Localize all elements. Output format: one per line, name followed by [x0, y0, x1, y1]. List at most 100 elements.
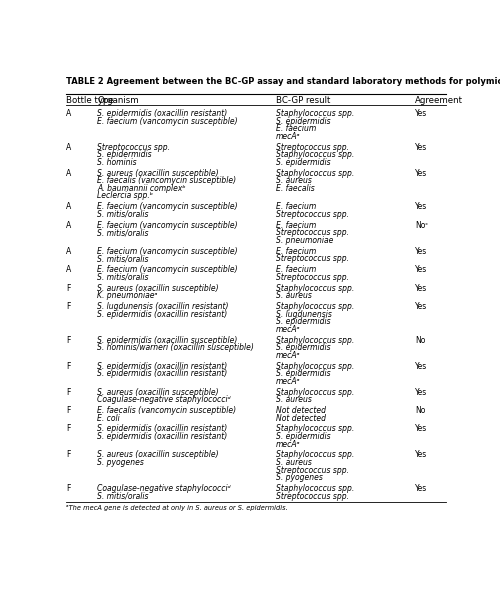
- Text: E. faecalis: E. faecalis: [276, 184, 314, 193]
- Text: No: No: [415, 406, 426, 415]
- Text: Yes: Yes: [415, 202, 428, 211]
- Text: S. mitis/oralis: S. mitis/oralis: [98, 228, 149, 237]
- Text: E. faecium (vancomycin susceptible): E. faecium (vancomycin susceptible): [98, 117, 238, 126]
- Text: S. epidermidis: S. epidermidis: [276, 117, 330, 126]
- Text: Not detected: Not detected: [276, 406, 326, 415]
- Text: E. faecium (vancomycin susceptible): E. faecium (vancomycin susceptible): [98, 247, 238, 256]
- Text: Staphylococcus spp.: Staphylococcus spp.: [276, 150, 354, 159]
- Text: S. epidermidis (oxacillin resistant): S. epidermidis (oxacillin resistant): [98, 109, 228, 118]
- Text: mecAᵃ: mecAᵃ: [276, 132, 300, 141]
- Text: A: A: [66, 143, 71, 152]
- Text: Staphylococcus spp.: Staphylococcus spp.: [276, 169, 354, 178]
- Text: S. mitis/oralis: S. mitis/oralis: [98, 492, 149, 501]
- Text: S. epidermidis: S. epidermidis: [98, 150, 152, 159]
- Text: A: A: [66, 247, 71, 256]
- Text: S. aureus: S. aureus: [276, 395, 312, 404]
- Text: Agreement: Agreement: [415, 96, 463, 105]
- Text: Staphylococcus spp.: Staphylococcus spp.: [276, 425, 354, 434]
- Text: E. faecium: E. faecium: [276, 202, 316, 211]
- Text: S. epidermidis: S. epidermidis: [276, 432, 330, 441]
- Text: BC-GP result: BC-GP result: [276, 96, 330, 105]
- Text: F: F: [66, 425, 71, 434]
- Text: Yes: Yes: [415, 450, 428, 459]
- Text: Noᶜ: Noᶜ: [415, 221, 428, 230]
- Text: E. faecium: E. faecium: [276, 247, 316, 256]
- Text: K. pneumoniaeᵃ: K. pneumoniaeᵃ: [98, 291, 158, 300]
- Text: E. faecium (vancomycin susceptible): E. faecium (vancomycin susceptible): [98, 202, 238, 211]
- Text: S. lugdunensis: S. lugdunensis: [276, 310, 332, 319]
- Text: E. faecium: E. faecium: [276, 221, 316, 230]
- Text: ᵃThe mecA gene is detected at only in S. aureus or S. epidermidis.: ᵃThe mecA gene is detected at only in S.…: [66, 505, 288, 511]
- Text: S. hominis: S. hominis: [98, 158, 137, 167]
- Text: A: A: [66, 109, 71, 118]
- Text: S. aureus (oxacillin susceptible): S. aureus (oxacillin susceptible): [98, 388, 219, 396]
- Text: S. epidermidis: S. epidermidis: [276, 158, 330, 167]
- Text: Streptococcus spp.: Streptococcus spp.: [276, 228, 348, 237]
- Text: F: F: [66, 484, 71, 493]
- Text: A: A: [66, 265, 71, 274]
- Text: A. baumannii complexᵇ: A. baumannii complexᵇ: [98, 184, 186, 193]
- Text: Yes: Yes: [415, 362, 428, 371]
- Text: S. epidermidis: S. epidermidis: [276, 343, 330, 352]
- Text: S. epidermidis (oxacillin resistant): S. epidermidis (oxacillin resistant): [98, 369, 228, 378]
- Text: A: A: [66, 202, 71, 211]
- Text: No: No: [415, 335, 426, 344]
- Text: Streptococcus spp.: Streptococcus spp.: [276, 273, 348, 282]
- Text: Staphylococcus spp.: Staphylococcus spp.: [276, 109, 354, 118]
- Text: Staphylococcus spp.: Staphylococcus spp.: [276, 335, 354, 344]
- Text: Staphylococcus spp.: Staphylococcus spp.: [276, 362, 354, 371]
- Text: Organism: Organism: [98, 96, 139, 105]
- Text: Staphylococcus spp.: Staphylococcus spp.: [276, 388, 354, 396]
- Text: Leclercia spp.ᵇ: Leclercia spp.ᵇ: [98, 191, 154, 200]
- Text: Streptococcus spp.: Streptococcus spp.: [276, 143, 348, 152]
- Text: Staphylococcus spp.: Staphylococcus spp.: [276, 450, 354, 459]
- Text: Yes: Yes: [415, 388, 428, 396]
- Text: S. epidermidis: S. epidermidis: [276, 317, 330, 326]
- Text: A: A: [66, 221, 71, 230]
- Text: F: F: [66, 362, 71, 371]
- Text: E. faecalis (vancomycin susceptible): E. faecalis (vancomycin susceptible): [98, 176, 236, 185]
- Text: Yes: Yes: [415, 247, 428, 256]
- Text: A: A: [66, 169, 71, 178]
- Text: Yes: Yes: [415, 265, 428, 274]
- Text: E. faecium (vancomycin susceptible): E. faecium (vancomycin susceptible): [98, 221, 238, 230]
- Text: mecAᵃ: mecAᵃ: [276, 440, 300, 448]
- Text: F: F: [66, 450, 71, 459]
- Text: S. aureus (oxacillin susceptible): S. aureus (oxacillin susceptible): [98, 450, 219, 459]
- Text: S. aureus (oxacillin susceptible): S. aureus (oxacillin susceptible): [98, 169, 219, 178]
- Text: Bottle type: Bottle type: [66, 96, 114, 105]
- Text: S. aureus (oxacillin susceptible): S. aureus (oxacillin susceptible): [98, 283, 219, 292]
- Text: S. epidermidis (oxacillin resistant): S. epidermidis (oxacillin resistant): [98, 425, 228, 434]
- Text: S. pyogenes: S. pyogenes: [276, 473, 322, 482]
- Text: S. aureus: S. aureus: [276, 458, 312, 467]
- Text: Streptococcus spp.: Streptococcus spp.: [276, 466, 348, 475]
- Text: Yes: Yes: [415, 425, 428, 434]
- Text: S. epidermidis (oxacillin susceptible): S. epidermidis (oxacillin susceptible): [98, 335, 238, 344]
- Text: Streptococcus spp.: Streptococcus spp.: [276, 492, 348, 501]
- Text: S. pneumoniae: S. pneumoniae: [276, 236, 333, 245]
- Text: S. epidermidis (oxacillin resistant): S. epidermidis (oxacillin resistant): [98, 432, 228, 441]
- Text: Yes: Yes: [415, 143, 428, 152]
- Text: TABLE 2 Agreement between the BC-GP assay and standard laboratory methods for po: TABLE 2 Agreement between the BC-GP assa…: [66, 77, 500, 86]
- Text: E. faecalis (vancomycin susceptible): E. faecalis (vancomycin susceptible): [98, 406, 236, 415]
- Text: Streptococcus spp.: Streptococcus spp.: [276, 210, 348, 219]
- Text: mecAᵃ: mecAᵃ: [276, 325, 300, 334]
- Text: S. epidermidis (oxacillin resistant): S. epidermidis (oxacillin resistant): [98, 362, 228, 371]
- Text: E. faecium: E. faecium: [276, 265, 316, 274]
- Text: F: F: [66, 406, 71, 415]
- Text: Staphylococcus spp.: Staphylococcus spp.: [276, 283, 354, 292]
- Text: S. epidermidis (oxacillin resistant): S. epidermidis (oxacillin resistant): [98, 310, 228, 319]
- Text: S. hominis/warneri (oxacillin susceptible): S. hominis/warneri (oxacillin susceptibl…: [98, 343, 254, 352]
- Text: Coagulase-negative staphylococciᵈ: Coagulase-negative staphylococciᵈ: [98, 484, 231, 493]
- Text: Staphylococcus spp.: Staphylococcus spp.: [276, 484, 354, 493]
- Text: Staphylococcus spp.: Staphylococcus spp.: [276, 302, 354, 311]
- Text: Yes: Yes: [415, 169, 428, 178]
- Text: S. mitis/oralis: S. mitis/oralis: [98, 254, 149, 263]
- Text: S. aureus: S. aureus: [276, 176, 312, 185]
- Text: Yes: Yes: [415, 109, 428, 118]
- Text: F: F: [66, 302, 71, 311]
- Text: S. mitis/oralis: S. mitis/oralis: [98, 273, 149, 282]
- Text: S. pyogenes: S. pyogenes: [98, 458, 144, 467]
- Text: F: F: [66, 283, 71, 292]
- Text: Yes: Yes: [415, 283, 428, 292]
